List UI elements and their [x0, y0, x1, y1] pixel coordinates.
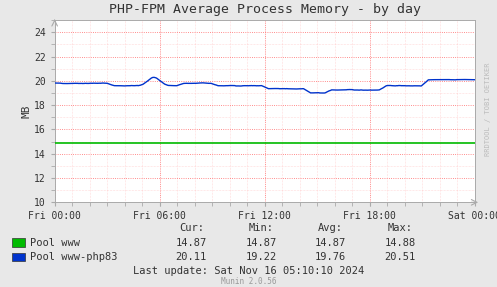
Text: Max:: Max: — [388, 223, 413, 233]
Text: Munin 2.0.56: Munin 2.0.56 — [221, 277, 276, 286]
Text: 20.51: 20.51 — [385, 252, 415, 262]
Text: Avg:: Avg: — [318, 223, 343, 233]
Text: Cur:: Cur: — [179, 223, 204, 233]
Text: 14.87: 14.87 — [315, 238, 346, 247]
Text: Pool www: Pool www — [30, 238, 80, 247]
Text: Pool www-php83: Pool www-php83 — [30, 252, 117, 262]
Text: Min:: Min: — [248, 223, 273, 233]
Text: 20.11: 20.11 — [176, 252, 207, 262]
Title: PHP-FPM Average Process Memory - by day: PHP-FPM Average Process Memory - by day — [109, 3, 420, 16]
Text: 14.88: 14.88 — [385, 238, 415, 247]
Text: 19.22: 19.22 — [246, 252, 276, 262]
Text: 19.76: 19.76 — [315, 252, 346, 262]
Text: 14.87: 14.87 — [176, 238, 207, 247]
Text: 14.87: 14.87 — [246, 238, 276, 247]
Text: Last update: Sat Nov 16 05:10:10 2024: Last update: Sat Nov 16 05:10:10 2024 — [133, 266, 364, 276]
Y-axis label: MB: MB — [21, 104, 31, 118]
Text: RRDTOOL / TOBI OETIKER: RRDTOOL / TOBI OETIKER — [485, 62, 491, 156]
